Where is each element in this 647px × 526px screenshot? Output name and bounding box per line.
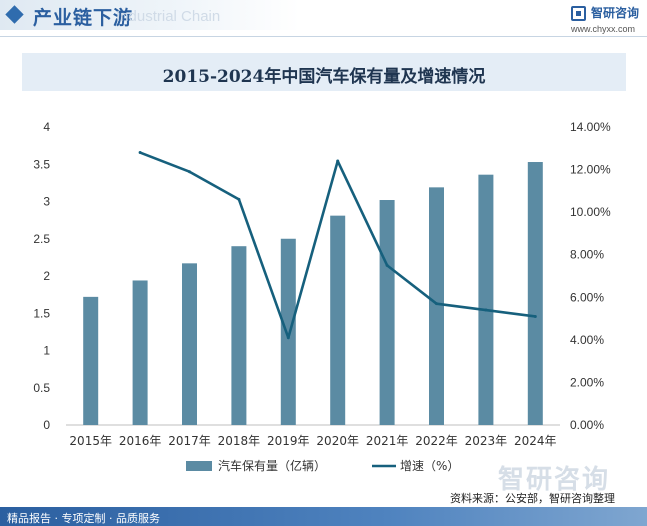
y-right-tick-label: 12.00% <box>570 163 611 177</box>
y-right-tick-label: 14.00% <box>570 120 611 134</box>
y-left-tick-label: 2 <box>43 269 50 283</box>
y-right-tick-label: 6.00% <box>570 290 604 304</box>
bar <box>527 162 543 425</box>
logo-name: 智研咨询 <box>591 6 640 20</box>
x-tick-label: 2017年 <box>168 434 211 448</box>
bar <box>379 200 395 425</box>
bar <box>280 238 296 425</box>
chart: 0 0.5 1 1.5 2 2.5 3 3.5 4 0.00% 2.00% 4.00% 6.00% 8.0… <box>33 120 611 473</box>
y-right-tick-label: 4.00% <box>570 333 604 347</box>
watermark-brand: 智研咨询 <box>498 465 611 495</box>
header-divider <box>0 36 647 37</box>
page-title: 产业链下游 <box>33 7 134 29</box>
bar <box>182 263 197 425</box>
x-tick-label: 2024年 <box>514 434 557 448</box>
x-tick-label: 2018年 <box>218 434 261 448</box>
y-right-tick-label: 0.00% <box>570 418 604 432</box>
y-left-tick-label: 0.5 <box>33 381 50 395</box>
y-right-tick-label: 10.00% <box>570 205 611 219</box>
y-right-tick-label: 2.00% <box>570 375 604 389</box>
y-left-tick-label: 4 <box>43 120 50 134</box>
line-point <box>336 159 340 163</box>
source-note: 资料来源：公安部，智研咨询整理 <box>450 492 615 505</box>
line-point <box>385 263 389 267</box>
y-left-tick-label: 3 <box>43 195 50 209</box>
y-left-tick-label: 0 <box>43 418 50 432</box>
header-band <box>0 0 300 30</box>
legend-line-label: 增速（%） <box>400 459 459 473</box>
y-left-tick-label: 3.5 <box>33 157 50 171</box>
line-point <box>533 314 537 318</box>
line-point <box>138 151 142 155</box>
bar <box>478 174 494 425</box>
x-tick-label: 2021年 <box>366 434 409 448</box>
y-left-tick-label: 1.5 <box>33 306 50 320</box>
logo-icon <box>571 6 586 21</box>
legend-bar-label: 汽车保有量（亿辆） <box>218 458 326 473</box>
footer-bar: 精品报告 · 专项定制 · 品质服务 <box>0 507 647 526</box>
x-tick-label: 2022年 <box>415 434 458 448</box>
x-tick-label: 2015年 <box>69 434 112 448</box>
line-point <box>188 170 191 174</box>
chart-title: 2015-2024年中国汽车保有量及增速情况 <box>162 67 486 87</box>
x-tick-label: 2023年 <box>465 434 508 448</box>
bar <box>132 280 148 425</box>
bar <box>83 296 99 425</box>
x-tick-label: 2019年 <box>267 434 310 448</box>
x-tick-label: 2020年 <box>316 434 359 448</box>
bar <box>429 187 444 425</box>
line-point <box>484 308 488 312</box>
line-point <box>237 197 241 201</box>
y-left-tick-label: 2.5 <box>33 232 50 246</box>
y-right-tick-label: 8.00% <box>570 248 604 262</box>
header-watermark: Industrial Chain <box>116 8 221 25</box>
chart-title-box: 2015-2024年中国汽车保有量及增速情况 <box>22 53 626 91</box>
logo-url: www.chyxx.com <box>571 24 636 34</box>
y-left-tick-label: 1 <box>43 344 50 358</box>
line-point <box>435 302 438 306</box>
bar <box>330 215 346 425</box>
x-tick-label: 2016年 <box>119 434 162 448</box>
footer-services: 精品报告 · 专项定制 · 品质服务 <box>7 512 160 525</box>
header: 产业链下游 Industrial Chain 智研咨询 www.chyxx.co… <box>0 0 647 34</box>
legend-bar-swatch <box>186 461 212 471</box>
line-point <box>286 336 290 340</box>
bar <box>231 246 247 425</box>
